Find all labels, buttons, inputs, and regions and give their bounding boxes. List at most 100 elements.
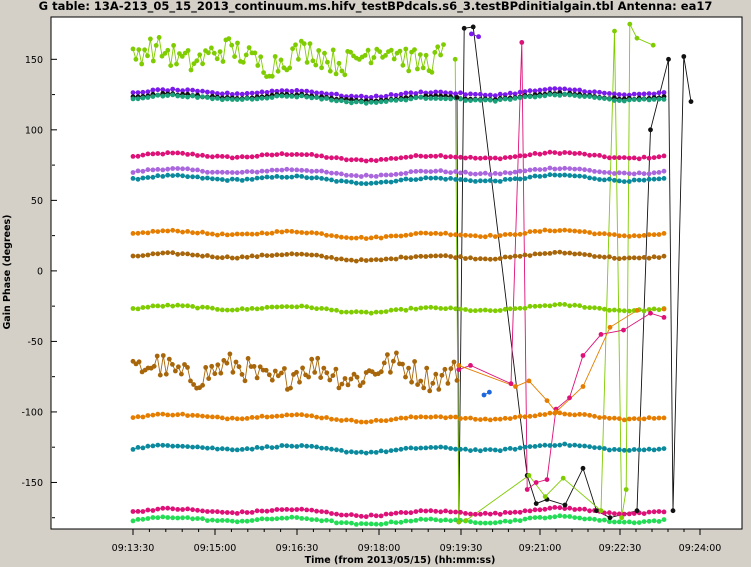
data-point: [239, 509, 245, 515]
data-point: [433, 230, 439, 236]
data-point: [433, 96, 439, 101]
data-point: [473, 416, 478, 422]
data-point: [587, 89, 592, 95]
data-point: [324, 176, 329, 182]
data-point: [651, 91, 657, 97]
data-point: [289, 251, 295, 257]
data-point: [368, 235, 374, 241]
data-point: [557, 301, 563, 307]
data-point: [229, 447, 235, 453]
data-point: [140, 253, 146, 258]
data-point: [537, 412, 543, 418]
data-point: [242, 378, 248, 384]
data-point: [443, 169, 448, 175]
data-point: [269, 167, 275, 173]
data-point: [448, 446, 453, 451]
data-point: [136, 47, 142, 52]
data-point: [522, 444, 528, 450]
data-point: [304, 252, 310, 257]
data-point: [403, 170, 409, 176]
data-point: [279, 252, 285, 258]
data-point: [666, 56, 671, 62]
data-point: [378, 157, 384, 162]
data-point: [443, 517, 448, 523]
data-point: [363, 419, 369, 425]
data-point: [497, 233, 503, 239]
data-point: [577, 173, 582, 179]
data-point: [215, 169, 220, 175]
data-point: [409, 379, 414, 385]
data-point: [616, 92, 622, 97]
data-point: [656, 154, 662, 160]
data-point: [319, 415, 324, 421]
data-point: [239, 447, 245, 452]
data-point: [354, 374, 360, 380]
data-point: [577, 251, 582, 257]
data-point: [562, 411, 568, 417]
data-point: [200, 152, 205, 158]
data-point: [602, 154, 607, 160]
data-point: [448, 518, 453, 524]
data-point: [200, 304, 205, 310]
data-point: [365, 47, 371, 53]
data-point: [443, 176, 448, 182]
data-point: [631, 155, 637, 161]
data-point: [557, 86, 563, 92]
data-point: [309, 443, 315, 449]
data-point: [537, 443, 543, 449]
data-point: [631, 233, 637, 239]
data-point: [607, 415, 612, 421]
data-point: [592, 89, 597, 95]
data-point: [562, 172, 568, 178]
data-point: [572, 87, 578, 93]
data-point: [393, 156, 399, 162]
data-point: [358, 181, 364, 186]
data-point: [592, 176, 597, 182]
data-point: [339, 520, 344, 526]
data-point: [269, 230, 275, 236]
data-point: [244, 169, 250, 175]
data-point: [502, 510, 508, 515]
data-point: [334, 233, 339, 239]
data-point: [205, 231, 210, 237]
data-point: [135, 90, 141, 95]
data-point: [502, 306, 508, 312]
data-point: [612, 519, 617, 525]
data-point: [175, 93, 181, 99]
data-point: [324, 255, 329, 260]
data-point: [190, 151, 196, 157]
data-point: [507, 519, 513, 525]
data-point: [145, 95, 151, 100]
data-point: [438, 444, 444, 450]
data-point: [339, 156, 344, 161]
data-point: [612, 232, 617, 238]
data-point: [542, 173, 548, 179]
data-point: [478, 256, 483, 262]
data-point: [487, 389, 492, 395]
data-point: [130, 170, 136, 175]
data-point: [533, 480, 539, 485]
data-point: [552, 228, 558, 234]
data-point: [383, 53, 388, 58]
data-point: [200, 413, 205, 419]
data-point: [165, 47, 171, 53]
data-point: [448, 90, 453, 96]
data-point: [553, 409, 559, 415]
data-point: [329, 416, 334, 422]
data-point: [616, 233, 622, 239]
data-point: [532, 88, 538, 94]
data-point: [400, 361, 405, 367]
data-point: [269, 95, 275, 100]
data-point: [279, 174, 285, 180]
data-point: [636, 447, 642, 453]
data-point: [656, 509, 662, 514]
data-point: [388, 233, 394, 239]
data-point: [329, 307, 334, 313]
data-point: [234, 511, 240, 516]
data-point: [145, 252, 151, 258]
data-point: [634, 508, 640, 514]
data-point: [598, 508, 604, 514]
data-point: [438, 52, 443, 58]
data-point: [274, 229, 280, 234]
data-point: [349, 520, 354, 526]
